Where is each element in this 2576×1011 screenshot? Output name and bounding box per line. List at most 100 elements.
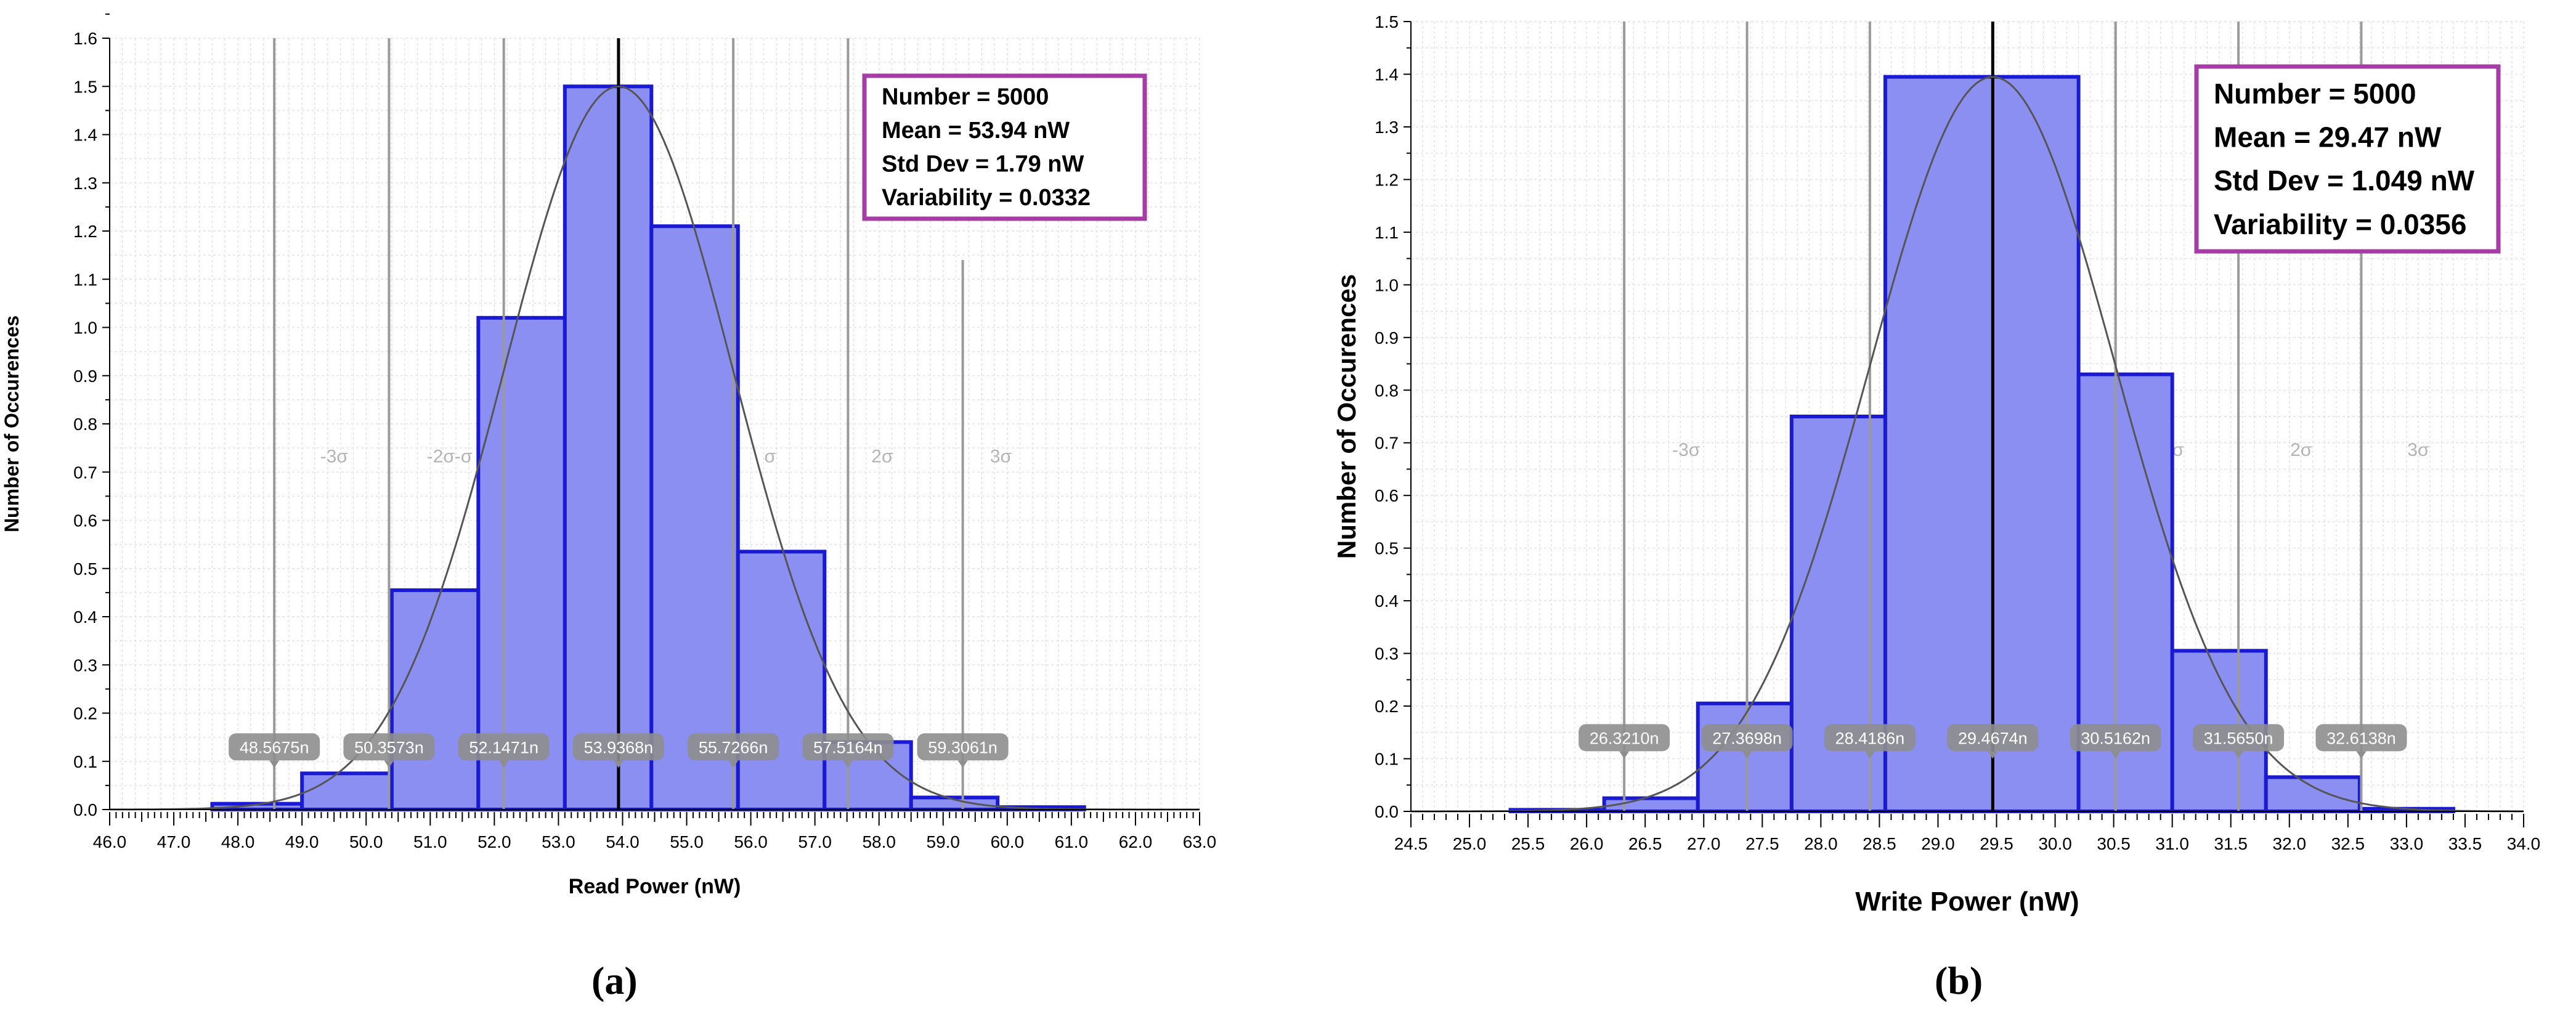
sigma-value-label-text: 52.1471n	[469, 738, 538, 757]
y-tick-label: 1.1	[1375, 223, 1399, 242]
x-tick-label: 49.0	[285, 832, 319, 851]
y-tick-label: 0.2	[1375, 697, 1399, 716]
y-tick-label: 1.3	[1375, 118, 1399, 137]
y-tick-label: 0.0	[73, 800, 97, 819]
y-tick-label: 1.4	[73, 126, 97, 145]
y-tick-label: 0.2	[73, 704, 97, 723]
caption-b: (b)	[1935, 959, 1983, 1002]
x-axis-label: Read Power (nW)	[569, 875, 741, 898]
sigma-value-label-bg	[1701, 724, 1793, 752]
sigma-value-label-text: 53.9368n	[584, 738, 654, 757]
sigma-region-label: -3σ	[1672, 440, 1700, 460]
x-tick-label: 55.0	[670, 832, 704, 851]
sigma-value-label: 26.3210n	[1579, 724, 1670, 759]
sigma-value-label-bg	[572, 733, 664, 761]
sigma-region-label: 3σ	[990, 447, 1012, 467]
x-tick-label: 47.0	[157, 832, 191, 851]
chart-b: -3σ-2σ-σμσ2σ3σ26.3210n27.3698n28.4186n29…	[1332, 12, 2540, 917]
sigma-region-label: -3σ	[320, 447, 349, 467]
sigma-value-label-text: 50.3573n	[354, 738, 424, 757]
x-tick-label: 27.0	[1687, 834, 1721, 853]
sigma-value-label-bg	[917, 733, 1009, 761]
sigma-value-label: 30.5162n	[2070, 724, 2161, 759]
stats-line: Std Dev = 1.049 nW	[2214, 164, 2475, 197]
sigma-value-label: 53.9368n	[572, 733, 664, 768]
bar	[1696, 701, 1794, 813]
sigma-value-label: 55.7266n	[688, 733, 779, 768]
x-tick-label: 31.5	[2214, 834, 2248, 853]
x-tick-label: 57.0	[798, 832, 832, 851]
x-tick-label: 26.0	[1570, 834, 1604, 853]
y-tick-label: 0.8	[73, 415, 97, 434]
sigma-region-label: 3σ	[2407, 440, 2429, 460]
x-tick-label: 46.0	[93, 832, 127, 851]
sigma-value-label-pointer	[2233, 751, 2244, 759]
caption-a: (a)	[591, 959, 638, 1002]
x-tick-label: 25.5	[1511, 834, 1545, 853]
sigma-region-label: -2σ-σ	[427, 447, 473, 467]
x-tick-label: 31.0	[2155, 834, 2189, 853]
sigma-value-label-pointer	[728, 760, 739, 768]
bar	[649, 224, 740, 811]
stats-box-border	[862, 73, 1147, 221]
sigma-value-label-bg	[1947, 724, 2039, 752]
x-tick-label: 51.0	[413, 832, 447, 851]
sigma-value-label-bg	[229, 733, 320, 761]
y-tick-label: 1.2	[1375, 170, 1399, 189]
y-tick-label: 1.0	[73, 319, 97, 338]
x-tick-label: 60.0	[991, 832, 1025, 851]
x-tick-label: 32.5	[2331, 834, 2365, 853]
x-tick-label: 63.0	[1183, 832, 1217, 851]
y-tick-label: 0.4	[1375, 591, 1399, 611]
y-tick-label: 1.5	[73, 77, 97, 96]
y-tick-label: 1.0	[1375, 275, 1399, 294]
sigma-value-label-pointer	[613, 760, 624, 768]
sigma-value-label-pointer	[957, 760, 968, 768]
sigma-value-label-text: 59.3061n	[928, 738, 997, 757]
sigma-value-label-pointer	[498, 760, 509, 768]
x-tick-label: 32.0	[2273, 834, 2307, 853]
sigma-value-label-pointer	[1742, 751, 1752, 759]
x-tick-label: 28.0	[1804, 834, 1838, 853]
y-tick-label: 0.3	[73, 656, 97, 675]
y-tick-label: 0.5	[1375, 539, 1399, 558]
x-tick-label: 24.5	[1394, 834, 1428, 853]
y-tick-label: 0.1	[1375, 750, 1399, 769]
sigma-value-label-text: 48.5675n	[240, 738, 309, 757]
sigma-value-label-text: 55.7266n	[699, 738, 768, 757]
x-tick-label: 54.0	[606, 832, 640, 851]
stats-line: Mean = 29.47 nW	[2214, 121, 2442, 153]
fit-curve	[110, 85, 1200, 811]
bar	[389, 588, 481, 812]
sigma-value-label-pointer	[2110, 751, 2121, 759]
x-tick-label: 52.0	[477, 832, 511, 851]
y-tick-label: 1.4	[1375, 65, 1399, 84]
y-tick-label: 0.9	[1375, 328, 1399, 347]
y-tick-label: 1.3	[73, 174, 97, 193]
x-tick-label: 28.5	[1863, 834, 1896, 853]
stats-box: Number = 5000 Mean = 53.94 nW Std Dev = 1.…	[862, 73, 1147, 221]
sigma-value-label-pointer	[384, 760, 394, 768]
y-tick-label: 0.9	[73, 367, 97, 386]
x-tick-label: 29.5	[1980, 834, 2013, 853]
bar	[476, 315, 567, 811]
y-tick-label: 1.1	[73, 270, 97, 289]
x-tick-label: 29.0	[1921, 834, 1955, 853]
x-tick-label: 33.5	[2448, 834, 2482, 853]
x-axis-label: Write Power (nW)	[1855, 887, 2079, 917]
y-tick-label: 0.7	[1375, 434, 1399, 453]
sigma-value-label: 52.1471n	[458, 733, 550, 768]
y-tick-label: 0.4	[73, 607, 97, 627]
y-tick-label: 0.7	[73, 463, 97, 482]
y-tick-label: 0.3	[1375, 644, 1399, 664]
stats-box: Number = 5000 Mean = 29.47 nW Std Dev = 1.…	[2194, 64, 2501, 254]
sigma-value-label-bg	[688, 733, 779, 761]
sigma-value-label-bg	[1579, 724, 1670, 752]
sigma-value-label: 29.4674n	[1947, 724, 2039, 759]
sigma-value-label-bg	[1824, 724, 1916, 752]
x-tick-label: 27.5	[1745, 834, 1779, 853]
stats-box-border	[2194, 64, 2501, 254]
x-tick-label: 30.0	[2038, 834, 2072, 853]
sigma-value-label-text: 30.5162n	[2081, 729, 2150, 747]
